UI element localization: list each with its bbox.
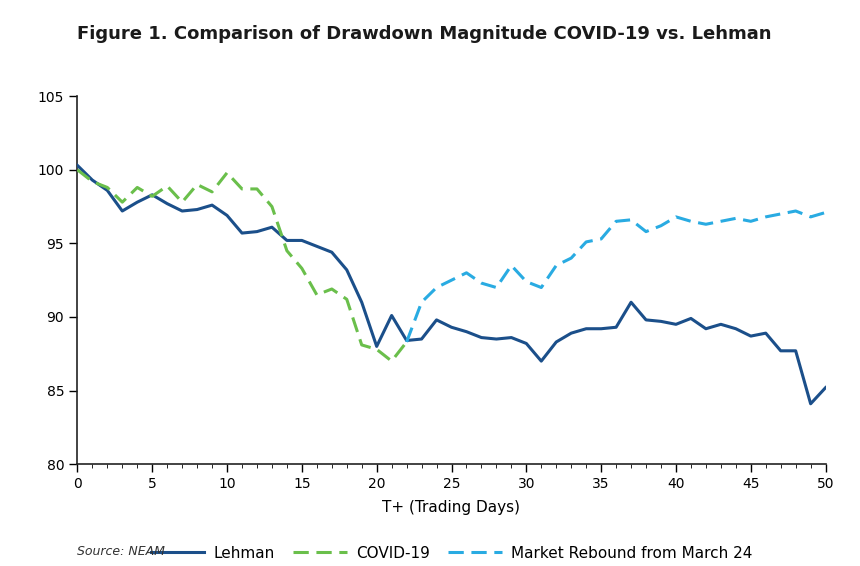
Text: Source: NEAM: Source: NEAM bbox=[77, 544, 165, 558]
X-axis label: T+ (Trading Days): T+ (Trading Days) bbox=[383, 500, 520, 514]
Legend: Lehman, COVID-19, Market Rebound from March 24: Lehman, COVID-19, Market Rebound from Ma… bbox=[151, 545, 752, 561]
Text: Figure 1. Comparison of Drawdown Magnitude COVID-19 vs. Lehman: Figure 1. Comparison of Drawdown Magnitu… bbox=[77, 25, 772, 44]
